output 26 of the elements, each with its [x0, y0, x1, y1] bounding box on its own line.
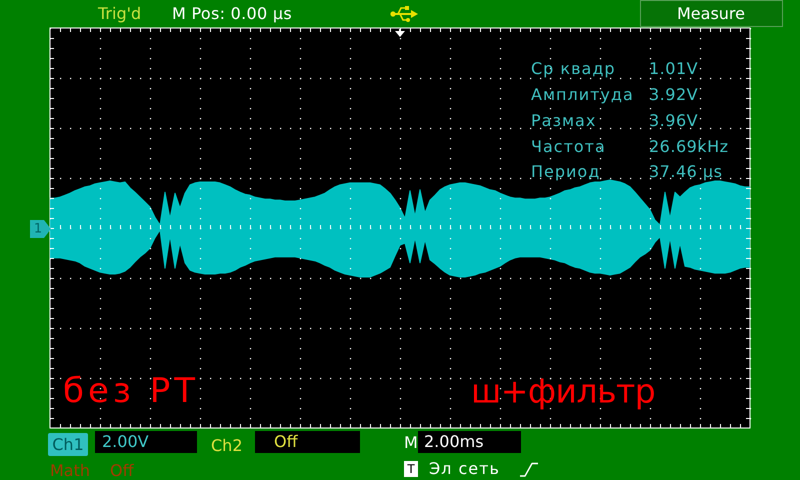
text: без РТ [63, 371, 200, 411]
text: Trig'd [98, 4, 142, 23]
text: Ср квадр [531, 59, 616, 78]
text: Эл сеть [429, 459, 500, 478]
text: Measure [677, 4, 745, 23]
text: 1.01V [649, 59, 698, 78]
text: Off [274, 432, 298, 451]
text: ш+фильтр [471, 372, 656, 410]
text: Амплитуда [531, 85, 634, 104]
text: Math [50, 461, 90, 480]
text: Ch1 [52, 435, 84, 454]
text: Размах [531, 111, 596, 130]
text: 2.00ms [424, 432, 484, 451]
annotation: Период [531, 162, 600, 181]
text: 2.00V [102, 432, 149, 451]
text: M [404, 433, 418, 452]
text: Частота [531, 137, 606, 156]
text: M Pos: 0.00 µs [172, 4, 292, 23]
text: T [407, 462, 415, 476]
text: 3.96V [649, 111, 698, 130]
text: 26.69kHz [649, 137, 728, 156]
text: Off [110, 461, 134, 480]
text: Ch2 [211, 436, 242, 455]
text: 1 [34, 222, 42, 236]
annotation: 37.46 µs [649, 162, 722, 181]
text: 3.92V [649, 85, 698, 104]
